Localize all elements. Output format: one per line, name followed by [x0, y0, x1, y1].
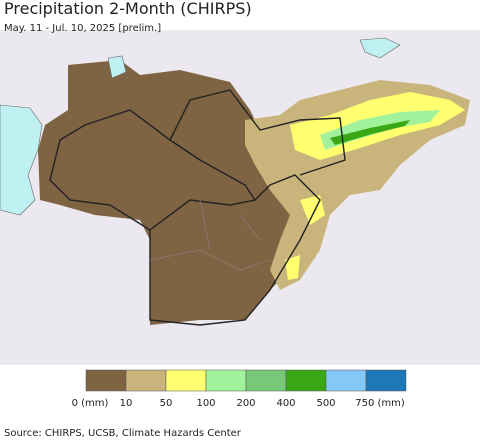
title: Precipitation 2-Month (CHIRPS)	[4, 0, 252, 18]
legend-label: 100	[196, 398, 215, 409]
source: Source: CHIRPS, UCSB, Climate Hazards Ce…	[4, 428, 242, 439]
legend-label: 750 (mm)	[355, 398, 405, 409]
legend-swatch	[85, 369, 127, 392]
caspian-sea	[0, 104, 43, 216]
dry-region	[38, 60, 340, 325]
legend-swatch	[245, 369, 287, 392]
legend-label: 400	[276, 398, 295, 409]
aral-sea	[107, 55, 127, 79]
country-border	[49, 124, 151, 231]
legend-label: 10	[120, 398, 133, 409]
legend-label: 0 (mm)	[72, 398, 109, 409]
wet-patch	[285, 195, 325, 280]
legend-label: 200	[236, 398, 255, 409]
lake-balkhash	[359, 37, 401, 59]
legend-swatch	[365, 369, 407, 392]
legend-label: 50	[160, 398, 173, 409]
legend-swatch	[125, 369, 167, 392]
subtitle: May. 11 - Jul. 10, 2025 [prelim.]	[4, 23, 161, 34]
legend-swatch	[205, 369, 247, 392]
legend-label: 500	[316, 398, 335, 409]
country-border	[169, 89, 346, 176]
country-border	[84, 109, 321, 326]
province-border	[149, 199, 271, 271]
legend-swatch	[165, 369, 207, 392]
legend-swatch	[325, 369, 367, 392]
legend: 0 (mm) 10 50 100 200 400 500 750 (mm)	[72, 369, 407, 409]
wettest-region	[330, 120, 410, 145]
legend-swatch	[285, 369, 327, 392]
